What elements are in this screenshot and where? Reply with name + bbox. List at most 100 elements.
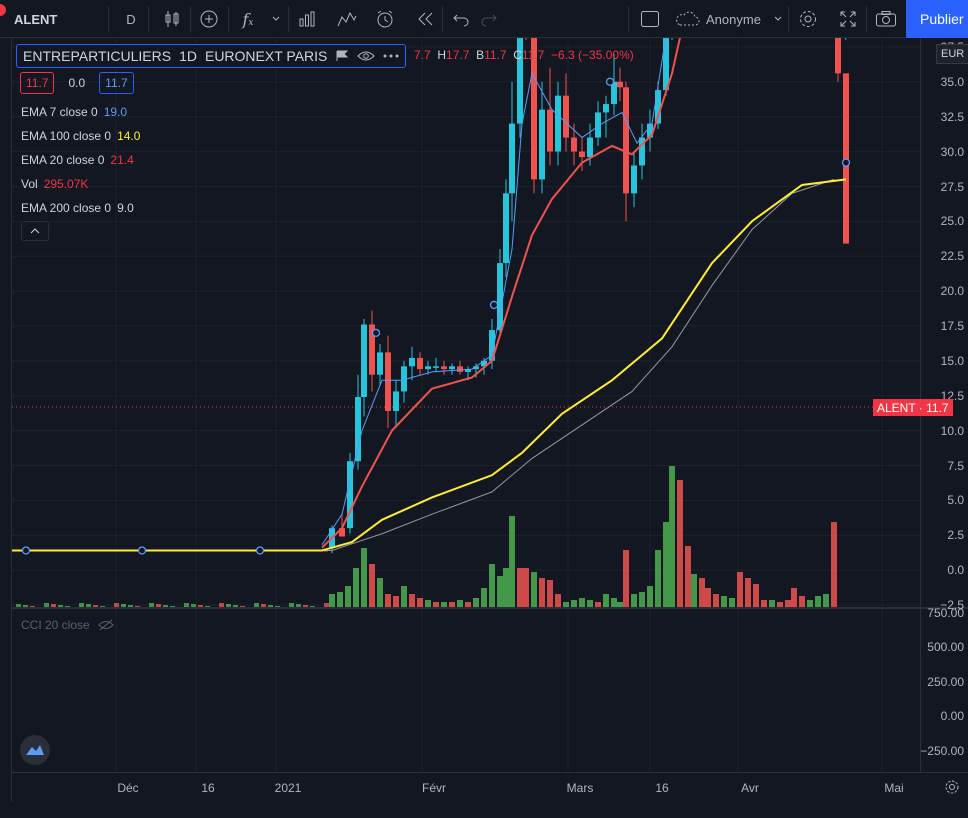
volume-bar: [547, 580, 553, 608]
cci-label: CCI 20 close: [21, 618, 90, 632]
volume-bar: [198, 605, 203, 608]
price-tick: 35.0: [940, 74, 964, 89]
price-tick: 22.5: [940, 249, 964, 264]
candle-body: [393, 391, 399, 411]
price-chart[interactable]: [12, 38, 920, 772]
camera-icon[interactable]: [872, 0, 900, 38]
indicator-ema200[interactable]: EMA 200 close 0 9.0: [21, 201, 134, 215]
cloud-icon: [676, 11, 700, 26]
cci-legend[interactable]: CCI 20 close: [21, 618, 114, 632]
candles-icon[interactable]: [158, 0, 186, 38]
ohlc-close: 11.7: [521, 48, 545, 62]
redo-icon[interactable]: [476, 0, 502, 38]
fullscreen-icon[interactable]: [834, 0, 862, 38]
ohlc-high: 17.7: [446, 48, 470, 62]
legend-exchange: EURONEXT PARIS: [204, 48, 328, 64]
symbol-legend[interactable]: ENTREPARTICULIERS 1D EURONEXT PARIS: [16, 44, 407, 68]
volume-bar: [465, 602, 471, 608]
layout-icon[interactable]: [636, 0, 664, 38]
volume-bar: [433, 602, 439, 608]
price-tick: 20.0: [940, 284, 964, 299]
indicator-label: EMA 200 close 0: [21, 201, 112, 215]
volume-bar: [149, 603, 154, 608]
volume-bar: [163, 605, 168, 608]
currency-label[interactable]: EUR: [936, 44, 968, 64]
volume-bar: [691, 574, 697, 608]
candle-body: [611, 81, 617, 105]
indicator-ema100[interactable]: EMA 100 close 0 14.0: [21, 129, 140, 143]
candle-body: [595, 112, 601, 138]
price-tick: −2.5: [940, 598, 964, 613]
dividend-mark: [489, 300, 499, 310]
replay-icon[interactable]: [412, 0, 438, 38]
time-axis[interactable]: Déc 16 2021 Févr Mars 16 Avr Mai: [12, 772, 968, 802]
price-tick: 0.0: [947, 563, 964, 578]
flag-icon[interactable]: [335, 50, 349, 62]
candle-body: [417, 357, 423, 370]
sell-button[interactable]: 11.7: [20, 72, 55, 94]
templates-icon[interactable]: [334, 0, 360, 38]
logo-icon: [26, 745, 44, 755]
account-button[interactable]: Anonyme: [674, 0, 770, 38]
eye-icon[interactable]: [357, 50, 376, 62]
buy-button[interactable]: 11.7: [99, 72, 134, 94]
candle-body: [555, 95, 561, 152]
price-tick: 10.0: [940, 423, 964, 438]
volume-bar: [23, 605, 28, 608]
volume-bar: [595, 602, 601, 608]
cci-tick: −250.00: [920, 744, 964, 758]
volume-bar: [699, 578, 705, 608]
candle-body: [481, 360, 487, 367]
gear-icon[interactable]: [794, 0, 822, 38]
volume-bar: [663, 522, 669, 608]
candle-body: [355, 397, 361, 462]
volume-bar: [523, 568, 529, 608]
indicator-label: EMA 20 close 0: [21, 153, 105, 167]
legend-symbol: ENTREPARTICULIERS: [23, 48, 172, 64]
more-icon[interactable]: [383, 54, 399, 58]
alert-icon[interactable]: [370, 0, 400, 38]
volume-bar: [377, 578, 383, 608]
volume-bar: [324, 603, 329, 608]
volume-bar: [571, 600, 577, 608]
financials-icon[interactable]: [294, 0, 320, 38]
candle-body: [579, 151, 585, 158]
account-name: Anonyme: [706, 11, 761, 27]
candle-body: [473, 366, 479, 370]
tradingview-logo[interactable]: [20, 735, 50, 765]
axis-settings-icon[interactable]: [944, 779, 960, 798]
indicator-ema20[interactable]: EMA 20 close 0 21.4: [21, 153, 134, 167]
indicator-ema7[interactable]: EMA 7 close 0 19.0: [21, 105, 127, 119]
candle-body: [655, 90, 661, 124]
time-tick: Avr: [741, 781, 759, 795]
add-compare-icon[interactable]: [196, 0, 222, 38]
eye-hidden-icon[interactable]: [97, 619, 114, 631]
indicator-volume[interactable]: Vol 295.07K: [21, 177, 88, 191]
time-tick: Févr: [422, 781, 446, 795]
volume-bar: [191, 604, 196, 608]
pane-separator[interactable]: [12, 607, 968, 609]
notification-dot: [0, 4, 6, 16]
volume-bar: [713, 594, 719, 608]
volume-bar: [799, 596, 805, 608]
chevron-down-icon[interactable]: [770, 0, 786, 38]
publish-button[interactable]: Publier: [906, 0, 968, 38]
volume-bar: [791, 588, 797, 608]
interval-button[interactable]: D: [126, 11, 136, 27]
cci-tick: 750.00: [927, 606, 964, 620]
volume-bar: [647, 586, 653, 608]
cci-tick: 0.00: [940, 709, 964, 723]
collapse-legend-button[interactable]: [21, 221, 49, 241]
chevron-down-icon[interactable]: [266, 0, 286, 38]
candle-body: [409, 357, 415, 367]
volume-bar: [226, 604, 231, 608]
volume-bar: [449, 602, 455, 608]
volume-bar: [385, 594, 391, 608]
symbol-search-button[interactable]: ALENT: [14, 11, 58, 27]
volume-bar: [705, 588, 711, 608]
undo-icon[interactable]: [448, 0, 474, 38]
volume-bar: [669, 466, 675, 608]
volume-bar: [579, 598, 585, 608]
